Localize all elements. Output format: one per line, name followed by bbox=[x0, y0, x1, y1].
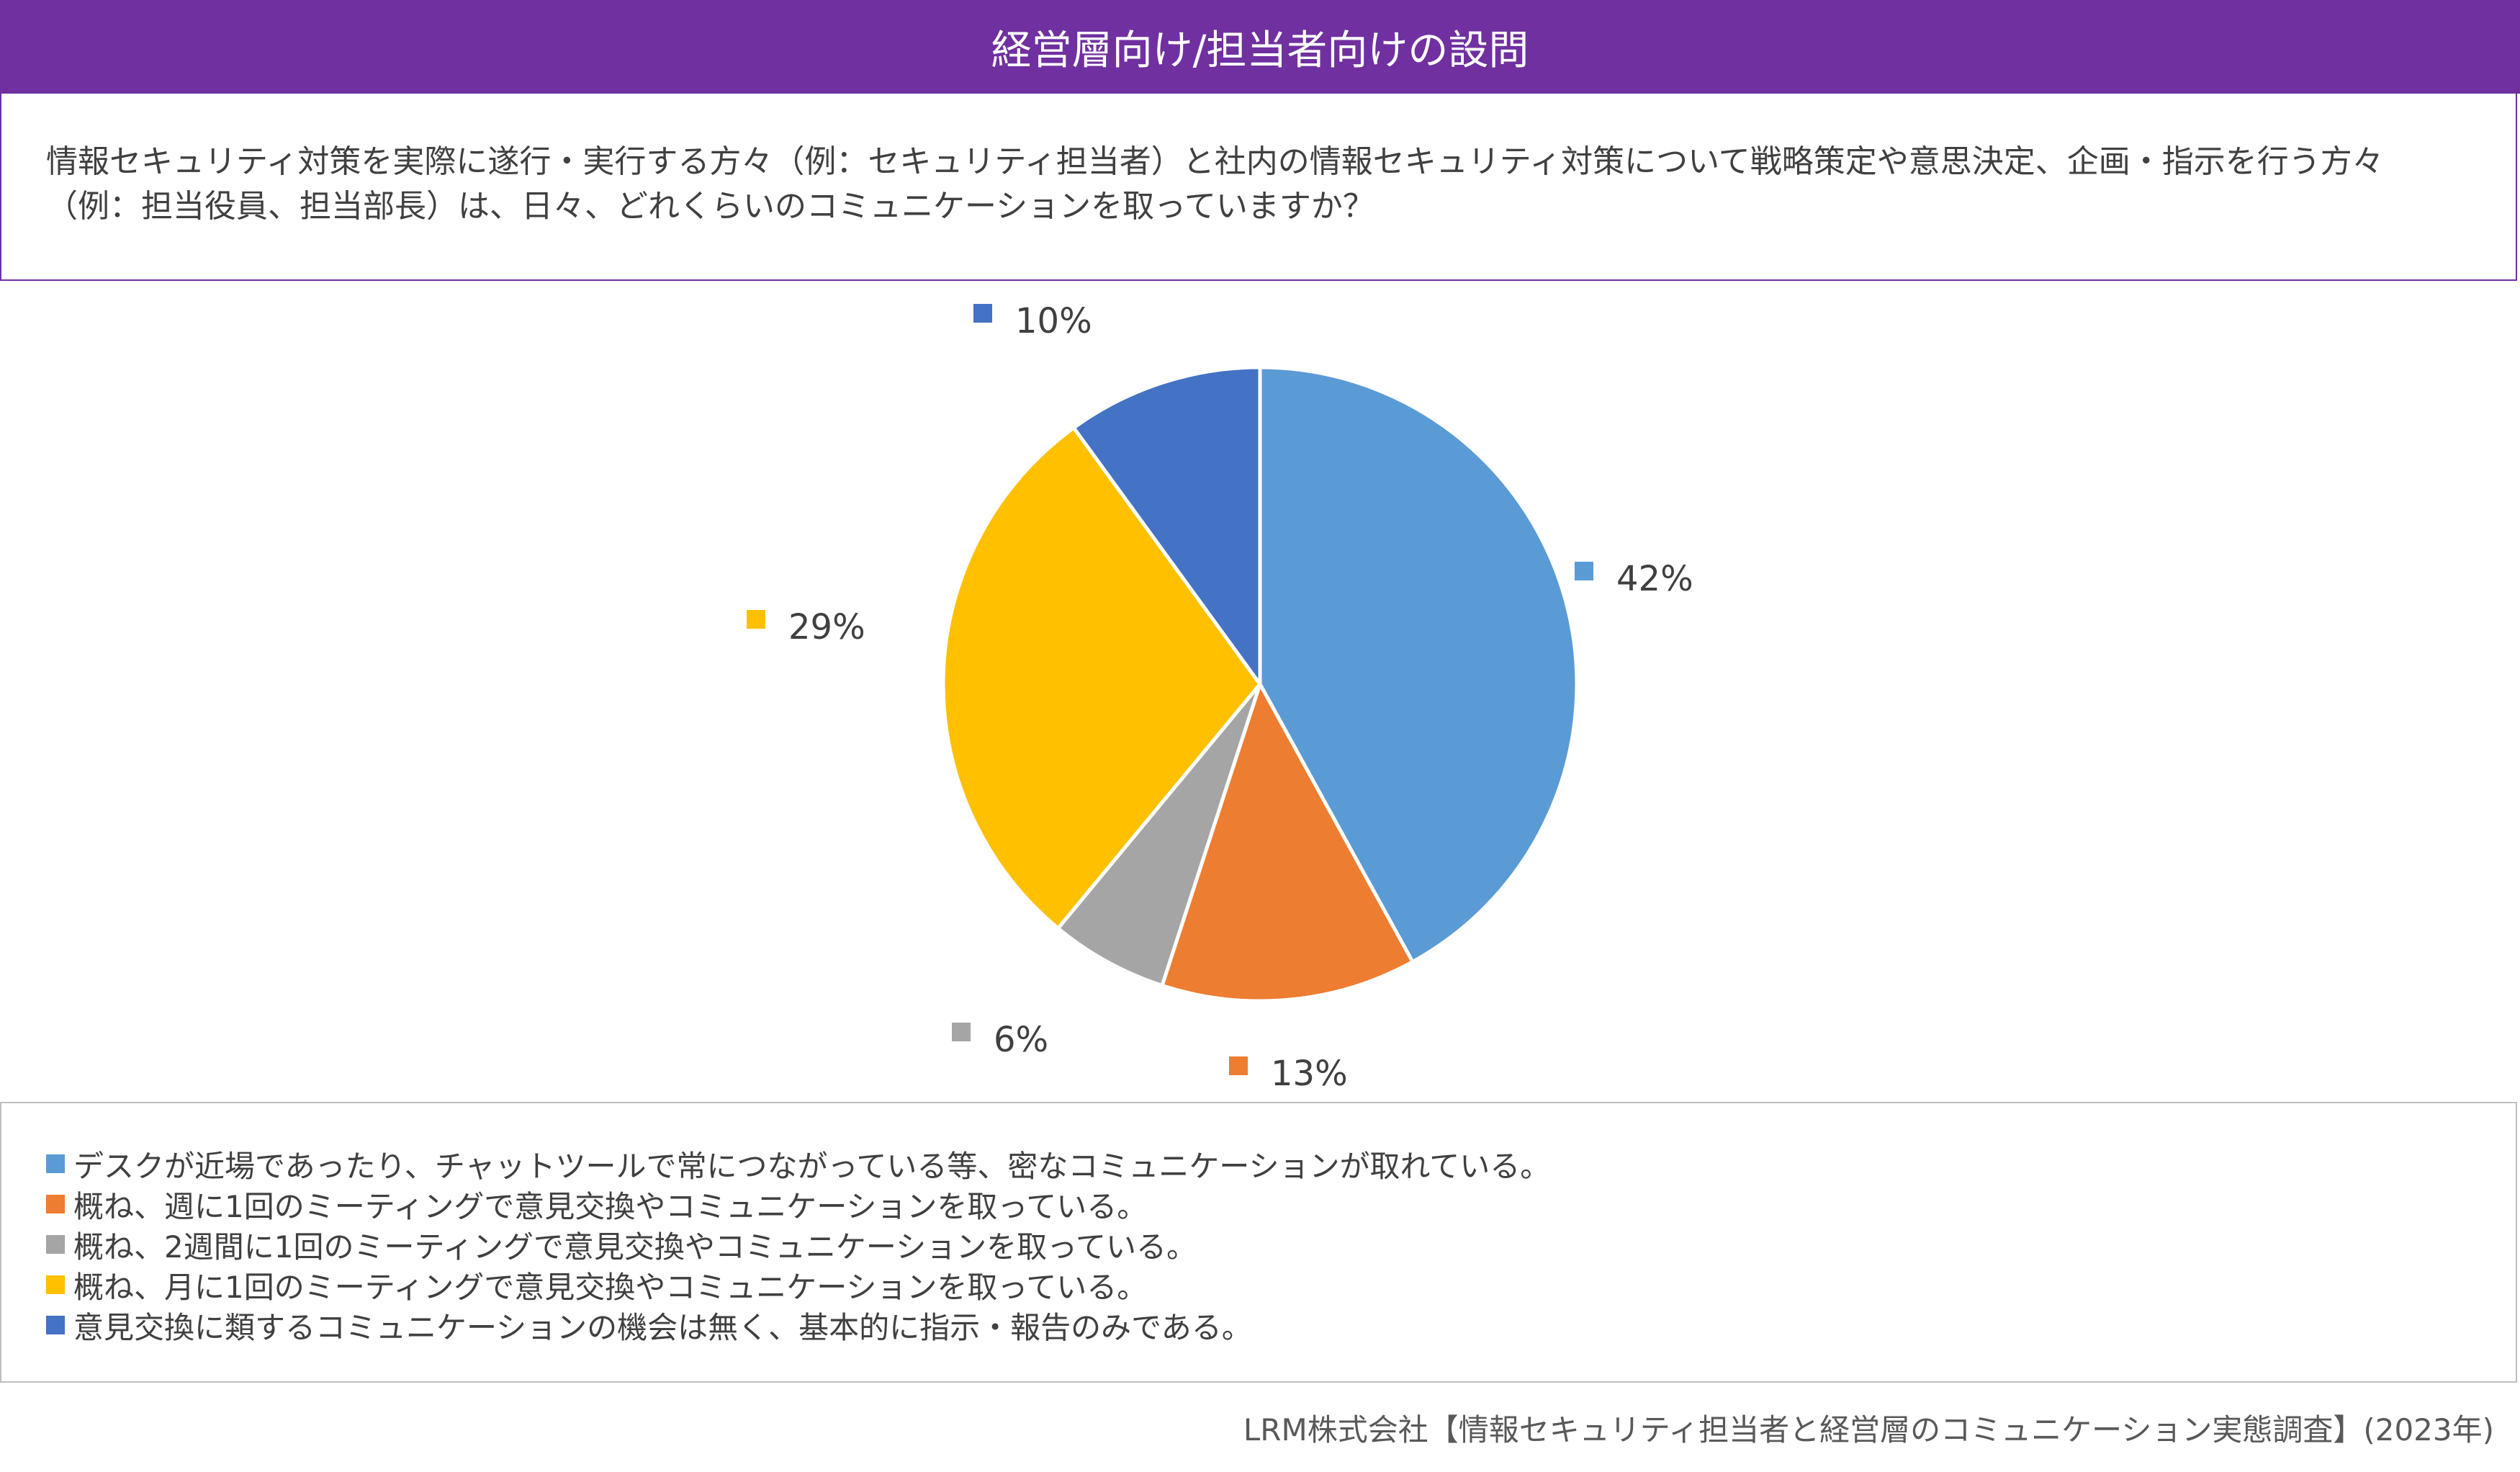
legend-item: 概ね、2週間に1回のミーティングで意見交換やコミュニケーションを取っている。 bbox=[46, 1224, 2516, 1265]
legend-swatch bbox=[46, 1195, 65, 1213]
pie-slice-4 bbox=[941, 425, 1263, 931]
header-bar: 経営層向け/担当者向けの設問 bbox=[0, 0, 2520, 94]
legend-label: 概ね、2週間に1回のミーティングで意見交換やコミュニケーションを取っている。 bbox=[73, 1229, 1197, 1265]
pie-chart: 42% 13% 6% 29% 10% bbox=[747, 301, 1693, 1094]
data-label-swatch-3 bbox=[952, 1023, 971, 1041]
page-title: 経営層向け/担当者向けの設問 bbox=[991, 27, 1529, 74]
pie-slice-3 bbox=[1056, 683, 1262, 988]
data-label-4: 29% bbox=[788, 607, 865, 647]
pie-slice-2 bbox=[1159, 679, 1416, 1003]
legend-item: 概ね、週に1回のミーティングで意見交換やコミュニケーションを取っている。 bbox=[46, 1184, 2516, 1224]
question-box: 情報セキュリティ対策を実際に遂行・実行する方々（例：セキュリティ担当者）と社内の… bbox=[0, 94, 2517, 281]
data-label-1: 42% bbox=[1616, 559, 1693, 599]
legend-label: 概ね、週に1回のミーティングで意見交換やコミュニケーションを取っている。 bbox=[73, 1188, 1148, 1224]
data-label-swatch-5 bbox=[973, 304, 992, 323]
data-label-swatch-4 bbox=[747, 610, 765, 629]
data-label-3: 6% bbox=[994, 1020, 1048, 1060]
legend-swatch bbox=[46, 1275, 65, 1294]
legend-label: デスクが近場であったり、チャットツールで常につながっている等、密なコミュニケーシ… bbox=[73, 1148, 1551, 1184]
legend-swatch bbox=[46, 1154, 65, 1173]
legend-item: 意見交換に類するコミュニケーションの機会は無く、基本的に指示・報告のみである。 bbox=[46, 1305, 2516, 1345]
legend-item: 概ね、月に1回のミーティングで意見交換やコミュニケーションを取っている。 bbox=[46, 1265, 2516, 1305]
legend-label: 意見交換に類するコミュニケーションの機会は無く、基本的に指示・報告のみである。 bbox=[73, 1309, 1252, 1345]
legend-swatch bbox=[46, 1235, 65, 1254]
legend-item: デスクが近場であったり、チャットツールで常につながっている等、密なコミュニケーシ… bbox=[46, 1144, 2516, 1184]
legend-label: 概ね、月に1回のミーティングで意見交換やコミュニケーションを取っている。 bbox=[73, 1269, 1148, 1305]
pie-slice-5 bbox=[1071, 365, 1262, 690]
pie-slice-1 bbox=[1258, 365, 1579, 964]
data-label-swatch-1 bbox=[1575, 562, 1593, 580]
data-label-2: 13% bbox=[1271, 1054, 1348, 1094]
legend: デスクが近場であったり、チャットツールで常につながっている等、密なコミュニケーシ… bbox=[0, 1102, 2517, 1383]
question-text: 情報セキュリティ対策を実際に遂行・実行する方々（例：セキュリティ担当者）と社内の… bbox=[46, 143, 2384, 225]
data-label-5: 10% bbox=[1015, 301, 1092, 341]
source-citation: LRM株式会社【情報セキュリティ担当者と経営層のコミュニケーション実態調査】(2… bbox=[1243, 1412, 2494, 1448]
legend-swatch bbox=[46, 1316, 65, 1334]
data-label-swatch-2 bbox=[1229, 1056, 1248, 1075]
